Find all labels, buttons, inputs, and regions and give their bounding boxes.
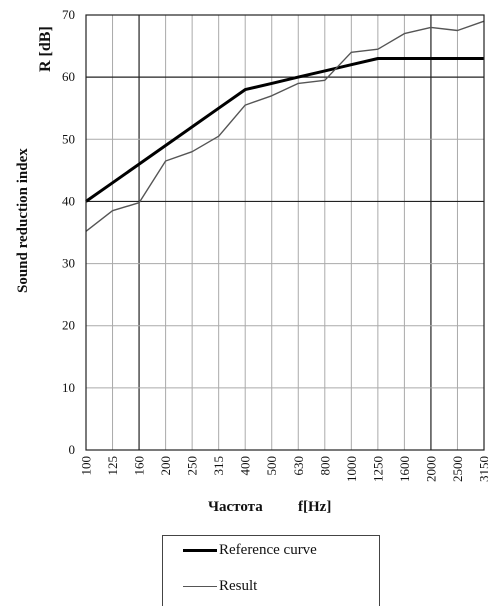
x-tick-label: 400 (238, 456, 253, 476)
y-tick-label: 10 (62, 380, 75, 395)
y-axis-symbol: R [dB] (37, 26, 54, 72)
x-tick-label: 500 (264, 456, 279, 476)
x-tick-label: 125 (105, 456, 120, 476)
legend: Reference curve Result (162, 535, 380, 606)
legend-swatch-reference (183, 549, 217, 552)
y-tick-label: 30 (62, 256, 75, 271)
x-tick-label: 100 (79, 456, 94, 476)
x-tick-label: 630 (291, 456, 306, 476)
x-tick-labels: 100 125 160 200 250 315 400 500 630 800 1000 1250 16… (79, 456, 488, 482)
y-axis-label: Sound reduction index (15, 148, 31, 293)
x-tick-label: 250 (185, 456, 200, 476)
x-tick-label: 2000 (423, 456, 438, 482)
x-tick-label: 2500 (450, 456, 465, 482)
y-tick-label: 0 (69, 442, 76, 457)
series-reference-curve (86, 59, 484, 202)
x-tick-label: 800 (317, 456, 332, 476)
x-tick-label: 160 (132, 456, 147, 476)
x-tick-label: 1250 (370, 456, 385, 482)
y-tick-label: 20 (62, 318, 75, 333)
y-tick-label: 50 (62, 131, 75, 146)
y-tick-label: 60 (62, 69, 75, 84)
legend-label-reference: Reference curve (219, 542, 317, 559)
y-tick-label: 70 (62, 7, 75, 22)
series-layer (86, 21, 484, 231)
x-tick-label: 200 (158, 456, 173, 476)
x-tick-label: 1600 (397, 456, 412, 482)
y-tick-label: 40 (62, 193, 75, 208)
series-result (86, 21, 484, 231)
x-tick-label: 315 (211, 456, 226, 476)
legend-item-reference: Reference curve (183, 542, 317, 559)
x-axis-label: Частота (208, 499, 263, 515)
x-tick-label: 3150 (477, 456, 488, 482)
x-tick-label: 1000 (344, 456, 359, 482)
legend-label-result: Result (219, 578, 257, 595)
legend-swatch-result (183, 586, 217, 587)
x-axis-symbol: f[Hz] (298, 499, 331, 515)
legend-item-result: Result (183, 578, 257, 595)
y-tick-labels: 0 10 20 30 40 50 60 70 (62, 7, 75, 457)
